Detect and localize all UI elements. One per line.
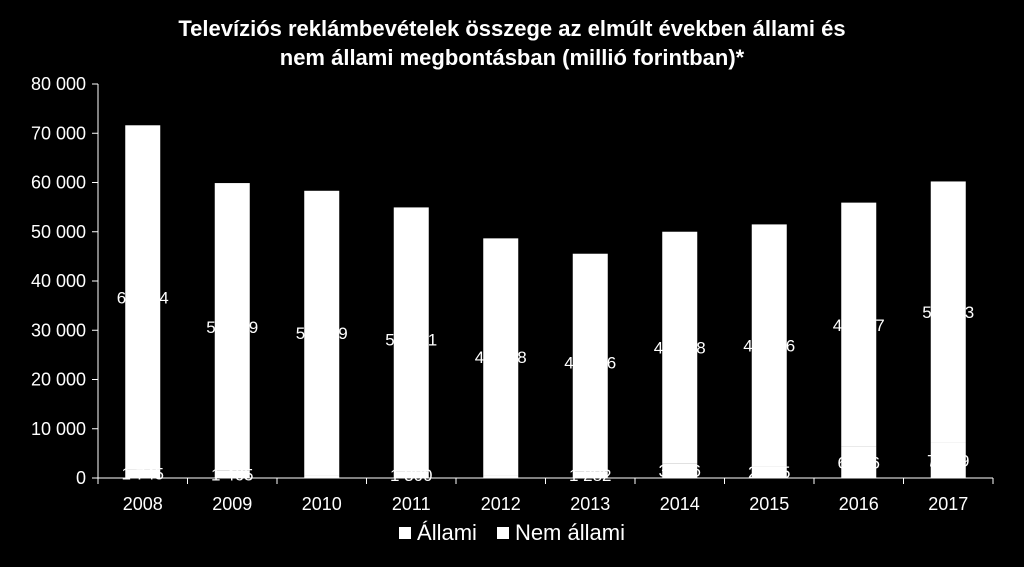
- data-label-allami: 3 006: [658, 462, 701, 481]
- x-tick-label: 2015: [749, 494, 789, 514]
- data-label-allami: 6 316: [837, 453, 880, 472]
- x-tick-label: 2017: [928, 494, 968, 514]
- data-label-nem-allami: 46 998: [654, 338, 706, 357]
- bar-allami: [572, 471, 608, 478]
- x-tick-label: 2012: [481, 494, 521, 514]
- data-label-allami: 1 300: [390, 466, 433, 485]
- y-tick-label: 50 000: [31, 222, 86, 242]
- data-label-allami: 1 465: [211, 465, 254, 484]
- y-tick-label: 40 000: [31, 271, 86, 291]
- chart-title-line-2: nem állami megbontásban (millió forintba…: [279, 45, 745, 70]
- x-tick-label: 2013: [570, 494, 610, 514]
- bar-allami: [751, 466, 787, 478]
- data-label-nem-allami: 49 597: [833, 316, 885, 335]
- data-label-nem-allami: 48 158: [475, 348, 527, 367]
- y-tick-label: 60 000: [31, 173, 86, 193]
- data-label-nem-allami: 53 013: [922, 303, 974, 322]
- chart-title: Televíziós reklámbevételek összege az el…: [0, 14, 1024, 72]
- bar-nem-allami: [572, 253, 608, 472]
- bar-allami: [483, 475, 519, 478]
- bar-nem-allami: [304, 190, 340, 476]
- legend-item-allami: Állami: [399, 520, 477, 546]
- bar-nem-allami: [751, 224, 787, 467]
- legend-label-nem-allami: Nem állami: [514, 520, 625, 545]
- data-label-allami: 1 282: [569, 466, 612, 485]
- data-label-nem-allami: 53 641: [385, 331, 437, 350]
- bar-allami: [214, 470, 250, 478]
- data-label-allami: 1 745: [121, 465, 164, 484]
- legend-item-nem-allami: Nem állami: [496, 520, 625, 546]
- bar-allami: [125, 469, 161, 478]
- y-tick-label: 80 000: [31, 74, 86, 94]
- legend-swatch-allami: [399, 527, 412, 539]
- data-label-nem-allami: 58 419: [206, 318, 258, 337]
- y-tick-label: 30 000: [31, 320, 86, 340]
- x-tick-label: 2011: [392, 494, 431, 514]
- bar-allami: [393, 471, 429, 478]
- data-label-allami: 7 199: [927, 451, 970, 470]
- x-tick-label: 2009: [212, 494, 252, 514]
- bar-nem-allami: [393, 207, 429, 472]
- bar-allami: [841, 446, 877, 478]
- bar-allami: [930, 442, 966, 478]
- y-tick-label: 0: [76, 468, 86, 488]
- bar-allami: [304, 475, 340, 478]
- legend-label-allami: Állami: [417, 520, 477, 545]
- x-tick-label: 2014: [660, 494, 700, 514]
- y-tick-label: 10 000: [31, 419, 86, 439]
- y-tick-label: 20 000: [31, 370, 86, 390]
- chart-title-line-1: Televíziós reklámbevételek összege az el…: [178, 16, 846, 41]
- data-label-allami: 2 345: [748, 463, 791, 482]
- legend-swatch-nem-allami: [496, 527, 509, 539]
- data-label-nem-allami: 57 819: [296, 324, 348, 343]
- data-label-nem-allami: 69 874: [117, 288, 169, 307]
- bar-nem-allami: [841, 202, 877, 447]
- legend: Állami Nem állami: [0, 520, 1024, 546]
- bar-nem-allami: [214, 183, 250, 471]
- x-tick-label: 2010: [302, 494, 342, 514]
- bar-nem-allami: [483, 238, 519, 476]
- x-tick-label: 2016: [839, 494, 879, 514]
- bar-nem-allami: [930, 181, 966, 443]
- bar-nem-allami: [662, 231, 698, 464]
- data-label-nem-allami: 44 256: [564, 354, 616, 373]
- bar-nem-allami: [125, 125, 161, 470]
- bar-allami: [662, 463, 698, 478]
- data-label-nem-allami: 49 146: [743, 336, 795, 355]
- y-tick-label: 70 000: [31, 123, 86, 143]
- x-tick-label: 2008: [123, 494, 163, 514]
